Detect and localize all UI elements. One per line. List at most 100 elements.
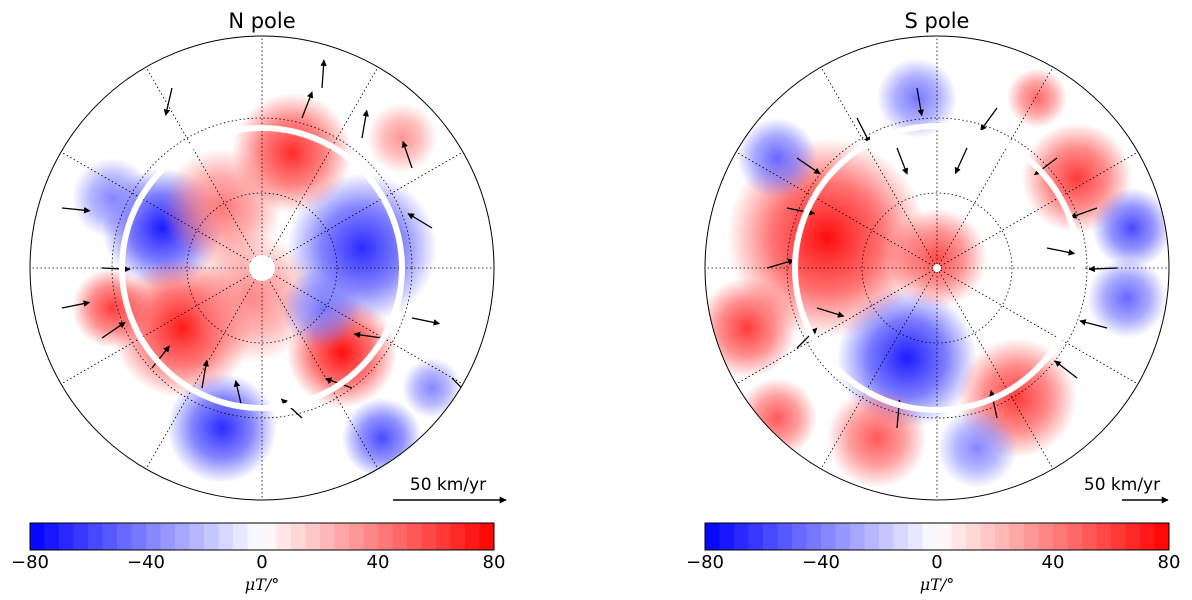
s-pole-colorbar-level <box>1038 523 1054 550</box>
s-pole-colorbar-level <box>951 523 967 550</box>
s-pole-colorbar-level <box>821 523 836 550</box>
n-pole-field-blob <box>367 103 437 173</box>
s-pole-meridian <box>936 151 1139 269</box>
s-pole-cb-tick: −80 <box>686 552 724 573</box>
n-pole-flow-arrow <box>401 140 413 169</box>
n-pole-center-hole <box>249 255 275 281</box>
n-pole-meridian <box>261 267 379 470</box>
n-pole-colorbar-level <box>305 523 321 550</box>
s-pole-cb-tick: 40 <box>1042 552 1065 573</box>
n-pole-flow-arrow <box>320 59 327 89</box>
n-pole-colorbar-level <box>421 523 437 550</box>
n-pole-meridian <box>261 267 464 385</box>
panel-s-pole: S pole 50 km/yr −80 −40 0 40 80 μT/° <box>686 9 1180 594</box>
s-pole-flow-arrow <box>816 307 845 318</box>
n-pole-meridian <box>261 151 464 269</box>
n-pole-colorbar-level <box>247 523 263 550</box>
n-pole-map-border <box>29 35 495 501</box>
n-pole-colorbar <box>29 522 495 551</box>
n-pole-meridian <box>261 66 379 269</box>
s-pole-meridian <box>735 151 938 269</box>
s-pole-latitude-circle <box>861 192 1013 344</box>
s-pole-flow-arrow <box>856 117 871 144</box>
n-pole-tangent-cylinder <box>119 125 405 411</box>
s-pole-colorbar-level <box>864 523 880 550</box>
n-pole-field-blobs <box>72 93 462 483</box>
n-pole-colorbar-level <box>175 523 190 550</box>
s-pole-colorbar-level <box>1154 523 1170 550</box>
s-pole-field-blob <box>1092 188 1169 268</box>
n-pole-colorbar-level <box>392 523 408 550</box>
s-pole-colorbar-frame <box>704 522 1170 551</box>
s-pole-colorbar-level <box>908 523 923 550</box>
s-pole-title: S pole <box>905 9 970 33</box>
n-pole-colorbar-level <box>320 523 335 550</box>
n-pole-meridian <box>145 66 263 269</box>
s-pole-colorbar-level <box>995 523 1010 550</box>
n-pole-colorbar-level <box>146 523 161 550</box>
s-pole-colorbar-level <box>705 523 720 550</box>
n-pole-map <box>30 36 494 500</box>
s-pole-cb-tick: −40 <box>802 552 840 573</box>
s-pole-tangent-cylinder <box>792 123 1082 413</box>
s-pole-graticule <box>705 36 1169 500</box>
n-pole-meridian <box>60 151 263 269</box>
s-pole-colorbar-level <box>879 523 894 550</box>
n-pole-flow-arrow <box>301 91 314 119</box>
s-pole-colorbar-level <box>850 523 865 550</box>
s-pole-flow-arrow <box>1088 265 1118 273</box>
n-pole-flow-arrow <box>163 87 173 116</box>
n-pole-colorbar-level <box>349 523 364 550</box>
s-pole-field-blob <box>827 388 927 488</box>
s-pole-colorbar-level <box>1024 523 1039 550</box>
n-pole-cb-tick: 40 <box>367 552 390 573</box>
s-pole-colorbar-level <box>763 523 778 550</box>
n-pole-colorbar-frame <box>29 522 495 551</box>
s-pole-colorbar <box>704 522 1170 551</box>
n-pole-flow-arrow <box>151 345 170 369</box>
s-pole-colorbar-level <box>1082 523 1097 550</box>
n-pole-cb-tick: 0 <box>256 552 267 573</box>
s-pole-cb-label: μT/° <box>920 575 954 594</box>
n-pole-colorbar-level <box>30 523 45 550</box>
s-pole-flow-arrow <box>796 157 821 175</box>
n-pole-field-blob <box>282 268 362 348</box>
n-pole-colorbar-level <box>189 523 205 550</box>
s-pole-colorbar-level <box>734 523 749 550</box>
n-pole-colorbar-level <box>59 523 74 550</box>
s-pole-flow-arrow <box>916 87 924 117</box>
n-pole-colorbar-level <box>479 523 495 550</box>
s-pole-flow-arrow <box>766 258 795 269</box>
n-pole-flow-arrow <box>101 265 131 273</box>
n-pole-flow-arrow <box>61 206 91 214</box>
s-pole-field-blob <box>737 118 817 198</box>
n-pole-graticule <box>30 36 494 500</box>
s-pole-latitude-circle <box>786 117 1088 419</box>
s-pole-field-blob <box>887 208 987 308</box>
n-pole-colorbar-level <box>44 523 60 550</box>
s-pole-flow-arrow <box>896 147 909 175</box>
s-pole-meridian <box>820 66 938 269</box>
s-pole-colorbar-level <box>937 523 952 550</box>
n-pole-colorbar-level <box>291 523 306 550</box>
n-pole-flow-arrow <box>411 317 441 326</box>
s-pole-colorbar-level <box>835 523 851 550</box>
n-pole-field-blob <box>72 268 152 348</box>
s-pole-field-blob <box>1007 68 1067 128</box>
s-pole-flow-arrow <box>786 207 816 216</box>
n-pole-colorbar-level <box>363 523 379 550</box>
n-pole-flow-arrow <box>407 213 433 229</box>
n-pole-colorbar-level <box>160 523 176 550</box>
s-pole-colorbar-level <box>777 523 793 550</box>
n-pole-colorbar-level <box>407 523 422 550</box>
s-pole-map-border <box>704 35 1170 501</box>
n-pole-field-blob <box>167 373 277 483</box>
n-pole-colorbar-level <box>465 523 480 550</box>
s-pole-flow-arrow <box>1079 319 1108 329</box>
n-pole-colorbar-level <box>450 523 466 550</box>
s-pole-field-blob <box>705 278 797 378</box>
n-pole-scale-label: 50 km/yr <box>410 475 486 495</box>
n-pole-cb-tick: 80 <box>483 552 506 573</box>
n-pole-title: N pole <box>228 9 295 33</box>
s-pole-center-hole <box>933 264 941 272</box>
